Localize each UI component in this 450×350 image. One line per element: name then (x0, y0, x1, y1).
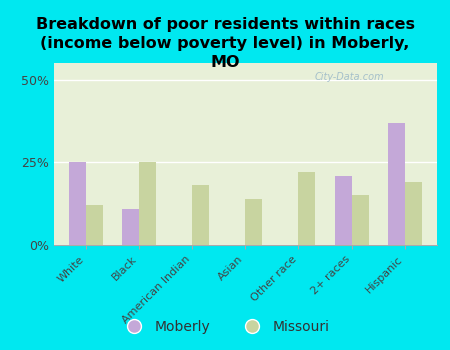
Bar (351, 195, 369, 245)
Bar (334, 175, 351, 245)
Bar (122, 209, 139, 245)
Text: City-Data.com: City-Data.com (314, 72, 384, 82)
Bar (387, 122, 405, 245)
Bar (245, 199, 262, 245)
Bar (86, 205, 103, 245)
Bar (192, 186, 209, 245)
Legend: Moberly, Missouri: Moberly, Missouri (114, 314, 336, 340)
Bar (139, 162, 156, 245)
Bar (298, 172, 315, 245)
Text: Breakdown of poor residents within races
(income below poverty level) in Moberly: Breakdown of poor residents within races… (36, 18, 414, 70)
Bar (69, 162, 86, 245)
Bar (405, 182, 422, 245)
